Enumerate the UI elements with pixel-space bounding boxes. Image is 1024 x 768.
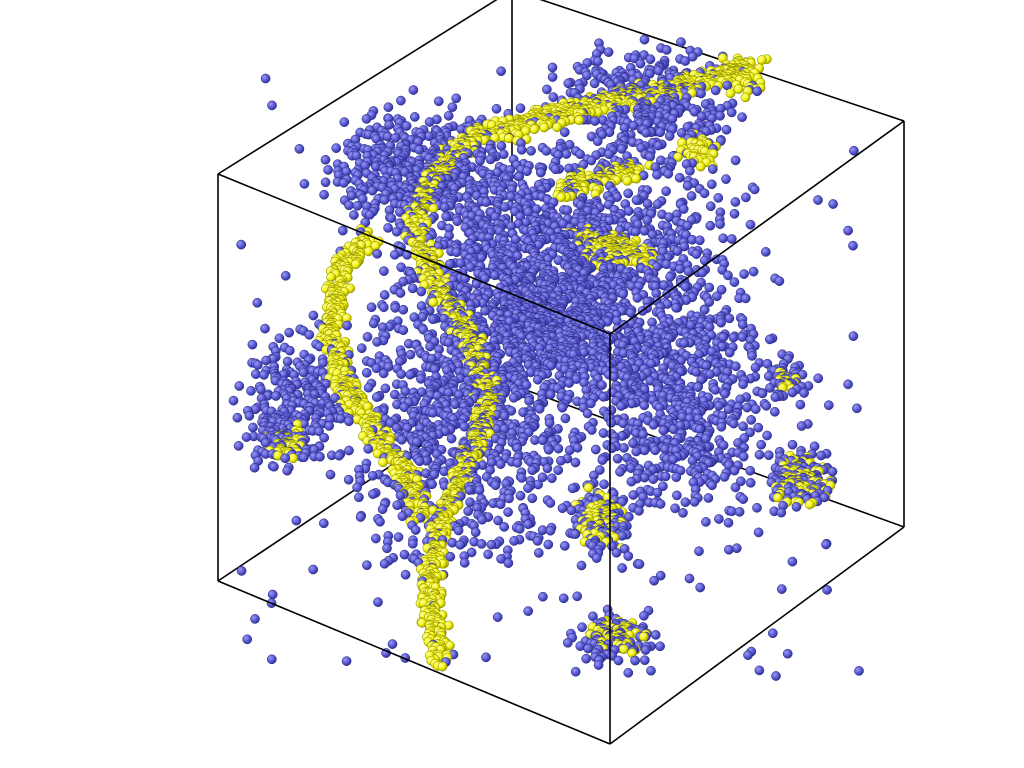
simulation-box-front-edges (217, 120, 905, 745)
particle-cloud (228, 34, 864, 681)
